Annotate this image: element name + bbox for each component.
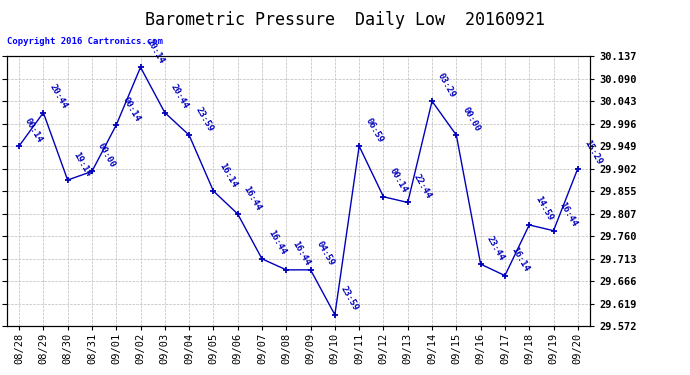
Text: 15:29: 15:29 [582, 139, 603, 166]
Text: 20:14: 20:14 [145, 37, 166, 65]
Text: 16:44: 16:44 [558, 201, 579, 228]
Text: 16:44: 16:44 [290, 240, 312, 268]
Text: 16:44: 16:44 [266, 229, 287, 257]
Text: 06:59: 06:59 [364, 116, 384, 144]
Text: 23:59: 23:59 [339, 285, 360, 313]
Text: 00:14: 00:14 [120, 95, 141, 123]
Text: 16:14: 16:14 [217, 161, 239, 189]
Text: 04:59: 04:59 [315, 240, 336, 268]
Text: 20:44: 20:44 [48, 83, 69, 111]
Text: Pressure  (Inches/Hg): Pressure (Inches/Hg) [505, 34, 618, 43]
Text: 20:44: 20:44 [169, 83, 190, 111]
Text: 00:14: 00:14 [388, 167, 409, 195]
Text: 19:14: 19:14 [72, 150, 93, 178]
Text: 16:44: 16:44 [242, 184, 263, 212]
Text: 14:59: 14:59 [533, 195, 555, 223]
Text: 03:29: 03:29 [436, 71, 457, 99]
Text: 00:00: 00:00 [460, 105, 482, 133]
Text: Barometric Pressure  Daily Low  20160921: Barometric Pressure Daily Low 20160921 [145, 11, 545, 29]
Text: 00:00: 00:00 [96, 141, 117, 169]
Text: Copyright 2016 Cartronics.com: Copyright 2016 Cartronics.com [7, 38, 163, 46]
Text: 23:59: 23:59 [193, 105, 215, 133]
Text: 16:14: 16:14 [509, 246, 531, 273]
Text: 22:44: 22:44 [412, 172, 433, 200]
Text: 23:44: 23:44 [485, 234, 506, 262]
Text: 00:14: 00:14 [23, 116, 44, 144]
